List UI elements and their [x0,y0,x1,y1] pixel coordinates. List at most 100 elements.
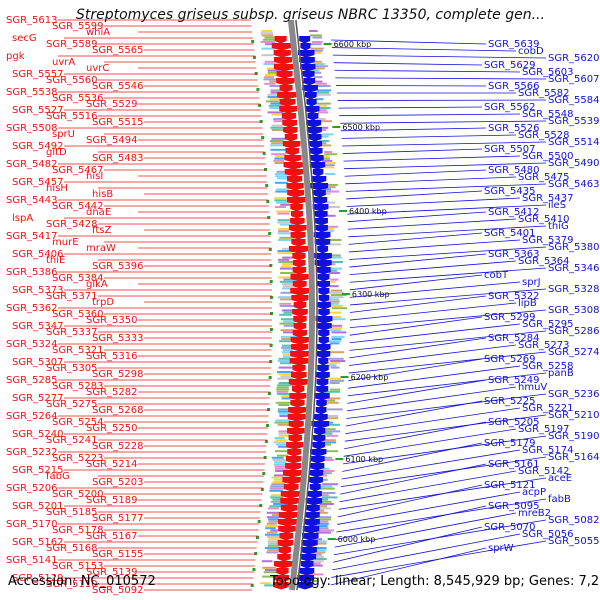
right-gene-label: SGR_5475 [518,172,570,183]
gene-feature [316,120,333,123]
forward-strand-gene [316,386,329,394]
gene-feature [269,98,281,101]
right-leader-line [347,204,547,215]
left-gene-label: SGR_5141 [6,555,58,566]
reverse-strand-gene [292,260,306,268]
gene-feature [328,305,343,307]
gene-feature [266,522,277,525]
gene-feature [278,366,296,369]
left-gene-label: SGR_5189 [86,495,138,506]
gene-feature [278,382,296,384]
strand-marker [259,504,263,507]
gene-feature [274,162,292,164]
right-leader-line [344,162,547,170]
left-gene-label: SGR_5494 [86,135,138,146]
left-gene-label: hisB [92,189,113,200]
gene-feature [277,221,294,224]
gene-feature [273,463,286,466]
gene-feature [275,401,293,404]
right-gene-label: SGR_5526 [488,123,540,134]
left-gene-label: SGR_5333 [92,333,144,344]
gene-feature [326,324,342,327]
gene-feature [267,93,284,96]
right-leader-line [346,197,521,207]
right-gene-label: SGR_5639 [488,39,540,50]
gene-feature [282,320,298,323]
gene-feature [274,181,288,184]
forward-strand-gene [309,463,325,471]
forward-strand-gene [314,393,330,401]
right-leader-line [348,344,517,366]
reverse-strand-gene [282,477,302,485]
right-leader-line [349,267,547,283]
left-gene-label: SGR_5206 [6,483,58,494]
reverse-strand-gene [281,113,297,121]
left-gene-label: SGR_5406 [12,249,64,260]
gene-feature [326,267,343,270]
gene-feature [274,467,289,470]
gene-feature [274,173,288,175]
gene-feature [265,74,277,76]
forward-strand-gene [316,323,332,331]
right-gene-label: SGR_5490 [548,158,600,169]
left-gene-label: SGR_5360 [52,309,104,320]
left-gene-label: SGR_5167 [86,531,138,542]
gene-feature [312,540,327,543]
strand-marker [269,264,273,267]
left-gene-label: SGR_5527 [12,105,64,116]
reverse-strand-gene [273,57,293,65]
gene-feature [330,379,345,382]
left-gene-label: SGR_5565 [92,45,144,56]
strand-marker [259,120,263,123]
right-leader-line [347,211,487,223]
left-gene-label: gltD [46,147,67,158]
right-leader-line [342,435,547,465]
gene-feature [281,397,296,400]
right-gene-label: SGR_5286 [548,326,600,337]
gene-feature [317,109,327,112]
right-leader-line [343,428,517,457]
gene-feature [270,148,288,151]
reverse-strand-gene [286,442,304,450]
forward-strand-gene [310,183,329,191]
right-leader-line [348,365,521,389]
gene-feature [318,142,327,145]
right-leader-line [345,407,521,435]
gene-feature [317,85,331,87]
scale-tick-label: 6600 kbp [334,40,372,49]
gene-feature [267,507,280,510]
gene-feature [265,43,277,46]
gene-feature [271,456,284,459]
reverse-strand-gene [288,379,309,387]
gene-feature [280,265,291,268]
right-leader-line [349,337,487,359]
strand-marker [255,536,259,539]
reverse-strand-gene [277,554,291,562]
right-leader-line [349,253,487,268]
right-gene-label: SGR_5582 [518,88,570,99]
gene-feature [317,126,329,129]
gene-feature [266,551,279,554]
strand-marker [269,360,273,363]
gene-feature [269,487,286,490]
gene-feature [261,47,275,50]
gene-feature [310,49,323,52]
gene-feature [310,71,322,74]
gene-feature [316,500,332,503]
gene-feature [316,118,326,120]
gene-feature [330,278,339,281]
gene-feature [264,76,275,79]
forward-strand-gene [299,36,311,44]
right-gene-label: SGR_5539 [548,116,600,127]
reverse-strand-gene [286,197,306,205]
right-gene-label: SGR_5346 [548,263,600,274]
gene-feature [322,492,336,494]
gene-feature [282,283,299,285]
reverse-strand-gene [271,43,292,51]
strand-marker [257,520,261,523]
left-gene-label: SGR_5162 [12,537,64,548]
reverse-strand-gene [290,218,305,226]
right-gene-label: SGR_5401 [484,228,536,239]
accession-text: Accession: NC_010572 [8,574,156,589]
gene-feature [318,518,331,521]
